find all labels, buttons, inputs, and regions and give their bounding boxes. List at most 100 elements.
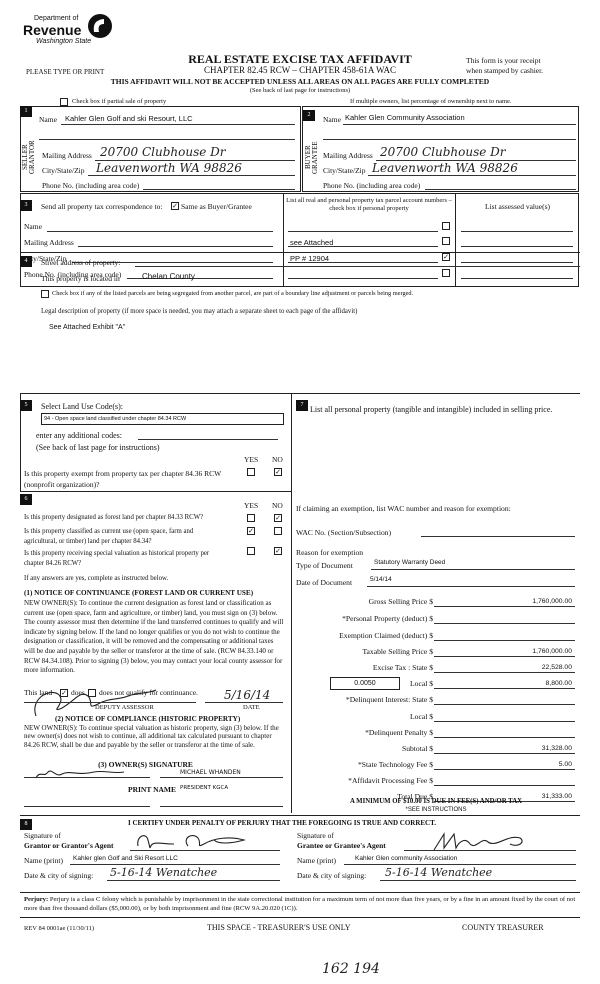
exempt-no-checkbox[interactable]: ✓ — [274, 468, 282, 476]
fee-label: Gross Selling Price $ — [368, 597, 433, 606]
multiple-owners-note: If multiple owners, list percentage of o… — [350, 98, 512, 105]
document-type[interactable]: Statutory Warranty Deed — [374, 559, 446, 566]
forest-no-checkbox[interactable]: ✓ — [274, 514, 282, 522]
logo-icon — [88, 14, 112, 38]
owner-print[interactable]: MICHAEL WHANDEN — [180, 769, 241, 776]
fee-value[interactable]: 5.00 — [558, 761, 572, 768]
grantor-signature — [137, 835, 247, 849]
grantor-signature-label: Signature of — [24, 831, 61, 840]
grantee-signature-label: Signature of — [297, 831, 334, 840]
partial-sale-checkbox[interactable] — [60, 98, 68, 106]
buyer-mailing-address[interactable]: 20700 Clubhouse Dr — [380, 145, 506, 159]
parcel-number[interactable]: PP # 12904 — [290, 254, 330, 263]
same-as-buyer-checkbox[interactable]: ✓ — [171, 202, 179, 210]
county[interactable]: Chelan County — [142, 272, 195, 281]
forest-question: Is this property designated as forest la… — [24, 514, 204, 521]
section-number: 4 — [20, 256, 32, 267]
field-label: Phone No. (including area code) — [42, 181, 140, 190]
this-land-label: This land — [24, 688, 53, 697]
fee-value[interactable]: 1,760,000.00 — [532, 648, 572, 655]
notice-compliance-title: (2) NOTICE OF COMPLIANCE (HISTORIC PROPE… — [55, 715, 241, 723]
grantor-print-name[interactable]: Kahler glen Golf and Ski Resort LLC — [73, 855, 178, 862]
fee-value[interactable]: 1,760,000.00 — [532, 598, 572, 605]
local-rate-field[interactable]: 0.0050 — [330, 677, 400, 690]
parcel-checkbox[interactable] — [442, 237, 450, 245]
not-qualify-checkbox[interactable] — [88, 689, 96, 697]
historic-question: Is this property receiving special valua… — [24, 550, 210, 567]
parcel-checkbox[interactable] — [442, 269, 450, 277]
historic-no-checkbox[interactable]: ✓ — [274, 547, 282, 555]
parcel-checkbox-personal[interactable]: ✓ — [442, 253, 450, 261]
grantee-print-name[interactable]: Kahler Glen community Association — [355, 855, 458, 862]
fee-label: Total Due $ — [397, 792, 433, 801]
fee-line — [434, 688, 575, 689]
fee-label: Excise Tax : State $ — [372, 663, 433, 672]
notice-compliance-text: NEW OWNER(S): To continue special valuat… — [24, 724, 279, 749]
legal-description[interactable]: See Attached Exhibit "A" — [49, 324, 126, 331]
assessed-header: List assessed value(s) — [485, 202, 550, 211]
field-label: Name — [24, 222, 42, 231]
same-as-buyer-label: Same as Buyer/Grantee — [181, 202, 252, 211]
buyer-city[interactable]: Leavenworth WA 98826 — [372, 161, 518, 175]
field-label: Mailing Address — [42, 151, 92, 160]
fee-label: *Personal Property (deduct) $ — [342, 614, 433, 623]
section-number: 6 — [20, 494, 32, 505]
buyer-name[interactable]: Kahler Glen Community Association — [345, 113, 465, 122]
seller-name[interactable]: Kahler Glen Golf and ski Resourt, LLC — [65, 114, 193, 123]
fee-label: *Affidavit Processing Fee $ — [348, 776, 433, 785]
certify-statement: I CERTIFY UNDER PENALTY OF PERJURY THAT … — [128, 819, 437, 827]
current-use-yes-checkbox[interactable]: ✓ — [247, 527, 255, 535]
grantee-date-city[interactable]: 5-16-14 Wenatchee — [385, 866, 493, 879]
fee-value[interactable]: 8,800.00 — [545, 680, 572, 687]
form-title: REAL ESTATE EXCISE TAX AFFIDAVIT — [188, 52, 412, 66]
field-label: City/State/Zip — [323, 166, 366, 175]
grantee-signature — [433, 832, 523, 851]
fee-line — [434, 721, 575, 722]
legal-label: Legal description of property (if more s… — [41, 308, 358, 315]
owner-print-title[interactable]: PRESIDENT KGCA — [180, 785, 229, 791]
historic-yes-checkbox[interactable] — [247, 547, 255, 555]
date-city-label: Date & city of signing: — [297, 871, 367, 880]
seller-section — [20, 106, 301, 192]
field-label: City/State/Zip — [24, 254, 67, 263]
seller-mailing-address[interactable]: 20700 Clubhouse Dr — [100, 145, 226, 159]
segregated-checkbox[interactable] — [41, 290, 49, 298]
document-date[interactable]: 5/14/14 — [370, 576, 392, 583]
fee-line — [434, 640, 575, 641]
handwritten-number: 162 194 — [322, 961, 380, 977]
field-label: Name — [323, 115, 341, 124]
perjury-notice: Perjury: Perjury is a class C felony whi… — [24, 895, 580, 913]
seller-city[interactable]: Leavenworth WA 98826 — [96, 161, 242, 175]
section-number: 7 — [296, 400, 308, 411]
date-city-label: Date & city of signing: — [24, 871, 94, 880]
exempt-question: Is this property exempt from property ta… — [24, 469, 222, 489]
perjury-label: Perjury: — [24, 896, 49, 903]
fee-label: Taxable Selling Price $ — [362, 647, 433, 656]
assessor-signature — [34, 689, 157, 717]
fee-value[interactable]: 31,333.00 — [541, 793, 572, 800]
field-label: Name — [39, 115, 57, 124]
send-correspondence-label: Send all property tax correspondence to: — [41, 202, 163, 211]
qualifies-checkbox[interactable]: ✓ — [60, 689, 68, 697]
owner-signature — [35, 770, 125, 779]
does-label: does — [71, 688, 85, 697]
fee-value[interactable]: 31,328.00 — [541, 745, 572, 752]
forest-yes-checkbox[interactable] — [247, 514, 255, 522]
parcel-number[interactable]: see Attached — [290, 238, 334, 247]
grantor-date-city[interactable]: 5-16-14 Wenatchee — [110, 866, 218, 879]
no-header: NO — [272, 455, 283, 464]
perjury-text: Perjury is a class C felony which is pun… — [24, 896, 576, 912]
current-use-no-checkbox[interactable] — [274, 527, 282, 535]
yes-header: YES — [244, 501, 259, 510]
fee-line — [434, 753, 575, 754]
no-header: NO — [272, 501, 283, 510]
land-use-select[interactable]: 94 - Open space land classified under ch… — [41, 413, 284, 425]
exempt-yes-checkbox[interactable] — [247, 468, 255, 476]
reason-label: Reason for exemption — [296, 548, 364, 557]
parcel-checkbox[interactable] — [442, 222, 450, 230]
section-number: 1 — [20, 106, 32, 117]
fee-value[interactable]: 22,528.00 — [541, 664, 572, 671]
see-back-note: (See back of last page for instructions) — [36, 443, 160, 452]
field-label: Mailing Address — [24, 238, 74, 247]
assessor-date[interactable]: 5/16/14 — [224, 688, 271, 702]
